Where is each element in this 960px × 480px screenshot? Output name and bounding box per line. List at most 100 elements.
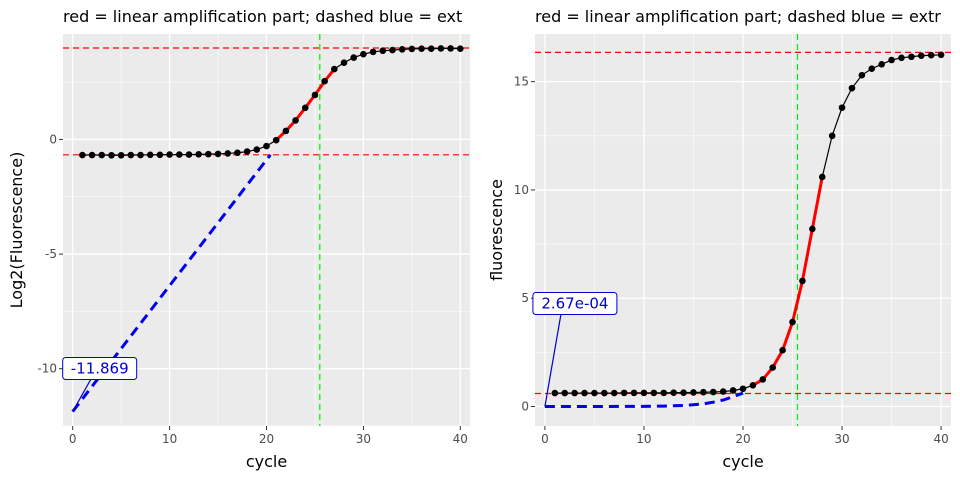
x-tick-label: 30: [356, 432, 371, 446]
data-point: [709, 388, 717, 396]
annotation-leader: [72, 379, 92, 412]
data-point: [282, 127, 290, 135]
data-point: [551, 389, 559, 397]
data-point: [898, 54, 905, 62]
data-point: [620, 389, 628, 397]
observed-line: [554, 54, 942, 394]
extrapolation-line: [544, 391, 744, 409]
data-point: [888, 56, 895, 64]
y-tick-label: -10: [37, 362, 57, 376]
data-point: [739, 385, 747, 393]
annotation-label: 2.67e-04: [532, 292, 618, 407]
data-point: [848, 84, 856, 92]
x-tick-label: 20: [259, 432, 274, 446]
data-point: [185, 151, 193, 158]
y-ticks-left: -10 -5 0: [37, 132, 63, 376]
x-ticks-right: 0 10 20 30 40: [541, 426, 949, 446]
data-point: [214, 150, 222, 158]
data-point: [263, 142, 270, 150]
data-point: [408, 45, 416, 53]
x-tick-label: 10: [636, 432, 651, 446]
data-point: [146, 151, 154, 159]
observed-line: [82, 47, 461, 156]
data-point: [88, 151, 96, 159]
x-tick-label: 20: [735, 432, 750, 446]
data-point: [640, 389, 648, 397]
x-tick-label: 0: [69, 432, 77, 446]
data-point: [79, 151, 86, 159]
x-tick-label: 30: [834, 432, 849, 446]
plot-content-right: [535, 34, 951, 426]
data-point: [457, 45, 464, 52]
y-tick-label: -5: [45, 247, 57, 261]
data-point: [937, 51, 945, 59]
data-point: [581, 389, 588, 397]
data-point: [360, 50, 367, 58]
data-point: [818, 173, 826, 181]
data-point: [224, 150, 232, 157]
data-point: [680, 389, 687, 396]
data-point: [331, 65, 338, 73]
y-tick-label: 0: [521, 400, 529, 414]
data-point: [878, 61, 885, 68]
x-tick-label: 40: [453, 432, 468, 446]
data-point: [927, 51, 935, 59]
y-axis-label-right: fluorescence: [487, 179, 506, 281]
data-point: [660, 389, 668, 397]
data-point: [292, 117, 299, 124]
data-point: [769, 364, 777, 371]
y-axis-label-left: Log2(Fluorescence): [7, 152, 26, 309]
data-point: [205, 150, 212, 158]
annotation-box: [532, 292, 618, 316]
data-point: [437, 45, 445, 52]
data-point: [601, 389, 608, 397]
x-tick-label: 40: [933, 432, 948, 446]
annotation-text: -11.869: [71, 360, 129, 378]
x-ticks-left: 0 10 20 30 40: [69, 426, 468, 446]
data-point: [700, 388, 707, 396]
data-point: [670, 389, 677, 396]
data-point: [301, 104, 309, 112]
data-point: [156, 151, 164, 159]
data-point: [447, 45, 454, 52]
data-point: [917, 52, 925, 59]
data-point: [127, 151, 135, 159]
data-point: [759, 376, 767, 383]
data-point: [561, 389, 569, 397]
data-point: [108, 151, 115, 159]
data-point: [418, 45, 425, 52]
data-point: [340, 59, 348, 66]
chart-title-right: red = linear amplification part; dashed …: [535, 7, 941, 26]
data-point: [779, 346, 786, 354]
annotation-leader: [544, 314, 562, 407]
y-tick-label: 5: [521, 291, 529, 305]
data-point: [868, 65, 876, 72]
data-point: [650, 389, 658, 397]
data-point: [828, 132, 836, 140]
data-point: [369, 48, 377, 56]
data-point: [719, 388, 727, 395]
data-point: [729, 387, 737, 394]
data-point: [789, 318, 796, 326]
data-point: [591, 389, 598, 397]
data-point: [799, 277, 806, 285]
chart-left: red = linear amplification part; dashed …: [7, 7, 470, 471]
data-point: [98, 151, 106, 159]
x-axis-label-right: cycle: [722, 452, 763, 471]
data-point: [858, 71, 866, 79]
chart-right: red = linear amplification part; dashed …: [487, 7, 951, 471]
data-point: [389, 46, 396, 54]
data-point: [379, 47, 387, 55]
data-point: [175, 151, 183, 158]
y-tick-label: 15: [514, 75, 529, 89]
y-ticks-right: 0 5 10 15: [514, 75, 535, 414]
x-tick-label: 0: [541, 432, 549, 446]
data-point: [253, 146, 261, 153]
data-point: [117, 151, 125, 159]
chart-title-left: red = linear amplification part; dashed …: [63, 7, 462, 26]
annotation-label: -11.869: [62, 357, 138, 412]
annotation-text: 2.67e-04: [541, 295, 608, 313]
data-point: [427, 45, 435, 52]
data-point: [234, 149, 241, 157]
